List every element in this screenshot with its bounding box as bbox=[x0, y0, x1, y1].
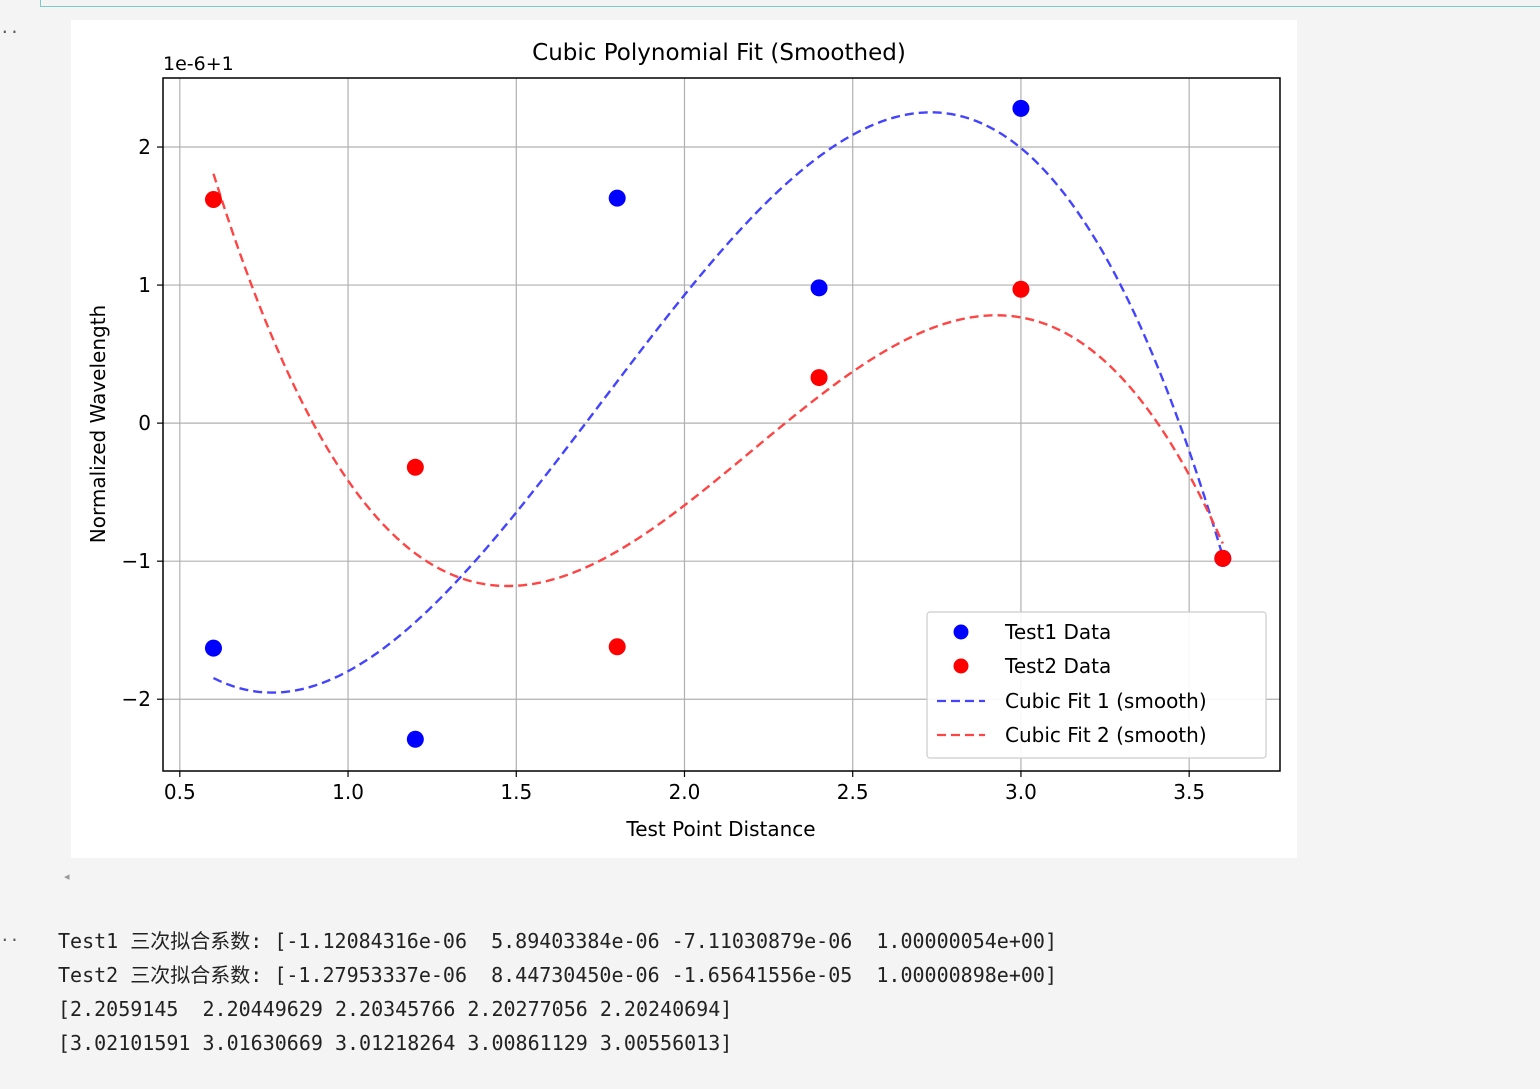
chart-svg: 0.5 1.0 1.5 2.0 2.5 3.0 3.5 −2 −1 0 1 2 Cubic Poly… bbox=[86, 40, 1281, 841]
x-tick-label: 2.5 bbox=[837, 780, 869, 804]
legend-label-test2: Test2 Data bbox=[1004, 654, 1111, 678]
point-test2-data bbox=[1214, 549, 1232, 567]
point-test2-data bbox=[810, 369, 828, 387]
x-tick-label: 3.0 bbox=[1005, 780, 1037, 804]
scroll-left-icon[interactable]: ◂ bbox=[64, 870, 70, 883]
legend-label-fit1: Cubic Fit 1 (smooth) bbox=[1005, 689, 1207, 713]
output-prompt-figure: .. bbox=[0, 18, 20, 37]
legend-box bbox=[926, 611, 1267, 759]
y-tick-label: 1 bbox=[138, 273, 151, 297]
y-tick-label: −2 bbox=[122, 687, 151, 711]
legend-marker-test1 bbox=[953, 624, 969, 640]
input-cell-border bbox=[40, 0, 1540, 7]
legend-label-fit2: Cubic Fit 2 (smooth) bbox=[1005, 723, 1207, 747]
x-axis-ticks: 0.5 1.0 1.5 2.0 2.5 3.0 3.5 bbox=[164, 771, 1205, 804]
point-test2-data bbox=[406, 458, 424, 476]
point-test1-data bbox=[608, 189, 626, 207]
fit-curves bbox=[212, 111, 1224, 694]
output-line-2: Test2 三次拟合系数: [-1.27953337e-06 8.4473045… bbox=[58, 963, 1057, 987]
y-tick-label: 2 bbox=[138, 135, 151, 159]
grid bbox=[163, 78, 1280, 771]
point-test1-data bbox=[1012, 99, 1030, 117]
x-tick-label: 1.5 bbox=[500, 780, 532, 804]
point-test1-data bbox=[204, 639, 222, 657]
point-test2-data bbox=[204, 190, 222, 208]
output-prompt-text: .. bbox=[0, 926, 20, 945]
x-tick-label: 1.0 bbox=[332, 780, 364, 804]
offset-text: 1e-6+1 bbox=[163, 53, 234, 75]
point-test1-data bbox=[406, 730, 424, 748]
fit-curve-1 bbox=[212, 111, 1224, 694]
output-line-1: Test1 三次拟合系数: [-1.12084316e-06 5.8940338… bbox=[58, 929, 1057, 953]
output-line-4: [3.02101591 3.01630669 3.01218264 3.0086… bbox=[58, 1031, 733, 1055]
x-tick-label: 2.0 bbox=[669, 780, 701, 804]
y-axis-ticks: −2 −1 0 1 2 bbox=[122, 135, 163, 711]
y-tick-label: −1 bbox=[122, 549, 151, 573]
y-axis-label: Normalized Wavelength bbox=[86, 305, 110, 543]
scatter-points bbox=[204, 99, 1232, 748]
point-test2-data bbox=[1012, 280, 1030, 298]
x-tick-label: 3.5 bbox=[1173, 780, 1205, 804]
point-test2-data bbox=[608, 638, 626, 656]
chart-figure: 0.5 1.0 1.5 2.0 2.5 3.0 3.5 −2 −1 0 1 2 Cubic Poly… bbox=[71, 20, 1297, 858]
fit-curve-2 bbox=[212, 173, 1224, 588]
x-axis-label: Test Point Distance bbox=[625, 817, 815, 841]
point-test1-data bbox=[810, 279, 828, 297]
legend: Test1 Data Test2 Data Cubic Fit 1 (smoot… bbox=[926, 611, 1267, 759]
output-line-3: [2.2059145 2.20449629 2.20345766 2.20277… bbox=[58, 997, 733, 1021]
legend-label-test1: Test1 Data bbox=[1004, 620, 1111, 644]
x-tick-label: 0.5 bbox=[164, 780, 196, 804]
chart-title: Cubic Polynomial Fit (Smoothed) bbox=[532, 40, 906, 66]
y-tick-label: 0 bbox=[138, 411, 151, 435]
output-text: Test1 三次拟合系数: [-1.12084316e-06 5.8940338… bbox=[58, 924, 1057, 1060]
plot-frame bbox=[162, 77, 1281, 772]
legend-marker-test2 bbox=[953, 658, 969, 674]
